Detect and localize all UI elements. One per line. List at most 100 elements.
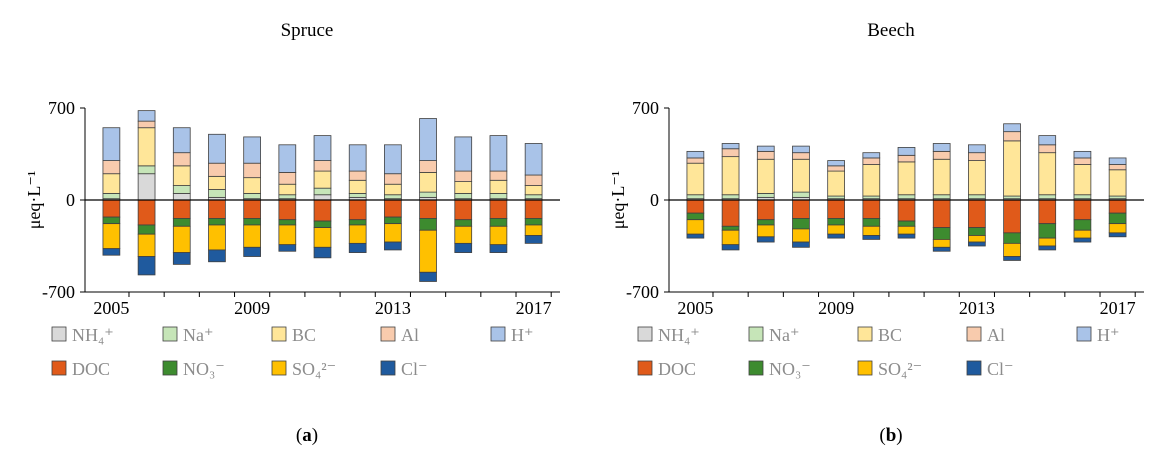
bar-segment [137, 165, 156, 175]
legend-label: NH₄⁺ [658, 325, 700, 345]
caption-close-paren: ) [312, 425, 318, 446]
legend-swatch [637, 326, 653, 342]
legend-swatch [1076, 326, 1092, 342]
x-tick-label: 2009 [234, 298, 270, 318]
bar-segment [384, 183, 402, 196]
bar-segment [313, 220, 332, 228]
y-tick-label: 0 [66, 190, 75, 210]
bar-segment [348, 193, 367, 198]
bar-segment [897, 154, 916, 163]
legend-label: Cl⁻ [987, 359, 1014, 379]
bar-segment [1003, 232, 1021, 244]
bar-segment [137, 110, 156, 122]
bar-segment [102, 223, 121, 250]
bar-segment [489, 217, 508, 227]
bar-segment [208, 175, 226, 190]
bar-segment [313, 187, 332, 196]
legend-swatch [162, 326, 178, 342]
y-axis-label: μeq·L⁻¹ [24, 171, 44, 230]
bar-segment [1003, 123, 1021, 133]
bar-segment [1108, 169, 1127, 197]
bar-segment [932, 199, 951, 229]
bar-segment [419, 118, 437, 161]
legend-swatch [857, 360, 873, 376]
bar-segment [348, 179, 367, 194]
legend-label: NO₃⁻ [183, 359, 225, 379]
bar-segment [243, 177, 261, 194]
bar-segment [137, 199, 156, 226]
bar-segment [721, 148, 740, 158]
bar-segment [932, 239, 951, 248]
caption-letter: a [302, 425, 312, 446]
bar-segment [862, 225, 881, 236]
legend-swatch [637, 360, 653, 376]
x-tick-label: 2017 [1100, 298, 1136, 318]
bar-segment [489, 244, 508, 253]
legend-swatch [380, 326, 396, 342]
legend-label: SO₄²⁻ [878, 359, 922, 379]
bar-segment [208, 162, 226, 177]
bar-segment [489, 225, 508, 246]
bar-segment [102, 216, 121, 225]
legend-label: H⁺ [511, 325, 534, 345]
bar-segment [208, 224, 226, 251]
bar-segment [686, 162, 705, 196]
legend-swatch [271, 360, 287, 376]
bar-segment [721, 225, 740, 231]
legend-label: DOC [658, 359, 696, 379]
bar-segment [313, 227, 332, 248]
bar-segment [968, 144, 986, 154]
legend-swatch [966, 326, 982, 342]
bar-segment [524, 185, 543, 196]
bar-segment [1108, 212, 1127, 225]
bar-segment [384, 173, 402, 185]
y-tick-label: -700 [42, 282, 75, 302]
bar-segment [384, 199, 402, 218]
legend-swatch [51, 360, 67, 376]
bar-segment [524, 194, 543, 200]
bar-segment [1038, 245, 1057, 251]
bar-segment [686, 194, 705, 200]
bar-segment [454, 225, 473, 244]
bar-segment [827, 199, 845, 219]
bar-segment [524, 217, 543, 226]
spruce-chart: Spruce 700 0 -700 μeq·L⁻¹ 2005 2009 2013 2017 NH₄… [24, 20, 560, 446]
bar-segment [208, 133, 226, 164]
bar-segment [243, 193, 261, 200]
bar-segment [172, 152, 191, 167]
bar-segment [348, 224, 367, 244]
bar-segment [756, 219, 775, 226]
bar-segment [454, 242, 473, 253]
bar-segment [756, 158, 775, 194]
y-tick-label: 700 [632, 98, 659, 118]
bar-segment [721, 143, 740, 150]
x-tick-label: 2005 [93, 298, 129, 318]
bar-segment [756, 224, 775, 238]
legend-label: BC [878, 325, 902, 345]
legend-swatch [271, 326, 287, 342]
legend-swatch [490, 326, 506, 342]
caption-letter: b [886, 425, 897, 446]
bar-segment [137, 224, 156, 235]
y-axis-label: μeq·L⁻¹ [608, 171, 628, 230]
bar-segment [278, 224, 297, 246]
bar-segment [721, 199, 740, 227]
bar-segment [897, 199, 916, 222]
bar-segment [1073, 219, 1092, 231]
bar-segment [278, 183, 297, 196]
bar-segment [384, 194, 402, 200]
bar-segment [348, 199, 367, 221]
bar-segment [172, 127, 191, 154]
bar-segment [721, 156, 740, 196]
bar-segment [172, 165, 191, 186]
bar-segment [419, 271, 437, 282]
bar-segment [827, 160, 845, 167]
bar-segment [137, 120, 156, 129]
bar-segment [686, 150, 705, 159]
bar-segment [454, 170, 473, 182]
bar-segment [686, 233, 705, 239]
legend-swatch [857, 326, 873, 342]
bar-segment [208, 249, 226, 263]
bar-segment [172, 185, 191, 194]
legend-swatch [162, 360, 178, 376]
